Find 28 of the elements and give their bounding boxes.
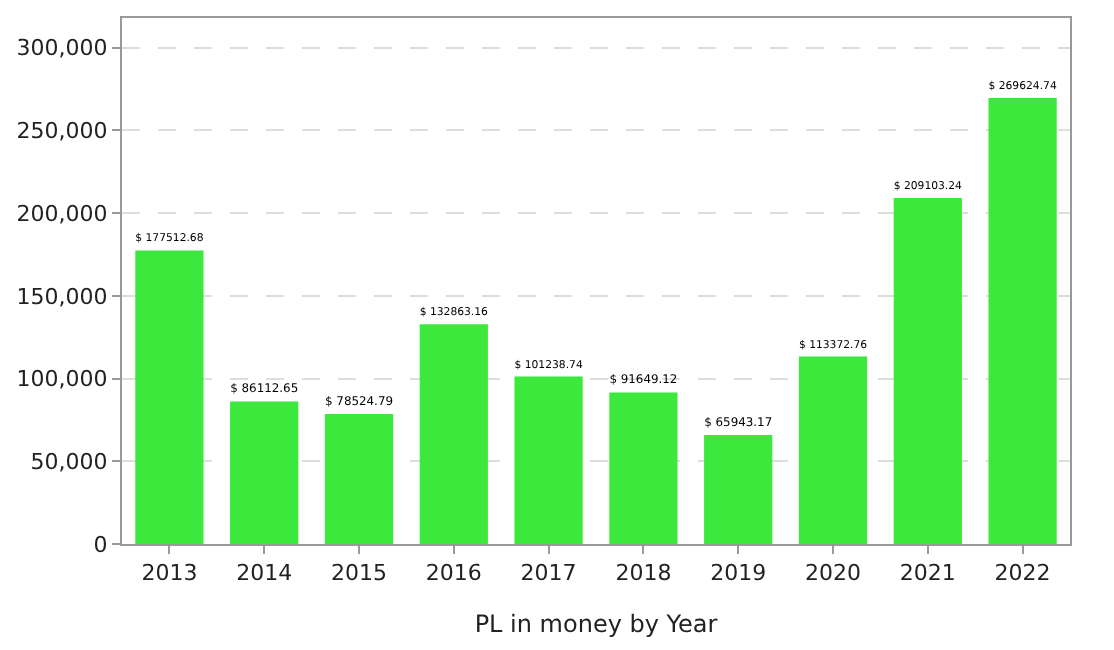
x-tick-label: 2020	[805, 560, 861, 587]
bar	[230, 401, 299, 544]
x-tick-label: 2014	[236, 560, 293, 587]
bar	[419, 324, 488, 544]
y-tick-label: 200,000	[16, 200, 108, 227]
bar	[514, 376, 583, 544]
bar	[704, 434, 773, 544]
x-tick-label: 2015	[331, 560, 387, 587]
x-tick-label: 2016	[425, 560, 482, 587]
x-tick-label: 2021	[899, 560, 956, 587]
y-tick-label: 50,000	[30, 449, 108, 475]
bar	[135, 250, 204, 544]
y-tick-label: 300,000	[16, 35, 108, 62]
x-tick-label: 2018	[615, 560, 672, 587]
x-tick-label: 2013	[141, 560, 198, 587]
x-tick-label: 2022	[994, 560, 1051, 587]
x-axis-title: PL in money by Year	[474, 610, 718, 639]
bar	[893, 198, 962, 544]
y-tick-label: 250,000	[16, 118, 108, 145]
x-tick-label: 2017	[520, 560, 577, 587]
y-tick-label: 0	[93, 531, 108, 558]
y-tick-label: 150,000	[16, 283, 108, 310]
bar	[609, 392, 678, 544]
x-tick-label: 2019	[710, 560, 767, 587]
y-tick-label: 100,000	[16, 366, 108, 393]
bar	[324, 414, 394, 544]
bar	[798, 356, 868, 544]
bar	[988, 98, 1057, 544]
